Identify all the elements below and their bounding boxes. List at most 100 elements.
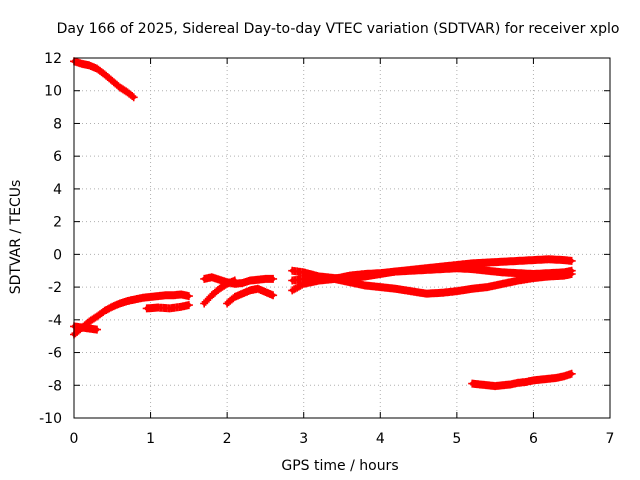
data-point bbox=[125, 90, 130, 95]
data-point bbox=[538, 377, 544, 382]
data-point bbox=[110, 304, 115, 309]
data-point bbox=[500, 270, 505, 275]
data-point bbox=[202, 301, 207, 306]
y-tick-label: -4 bbox=[48, 313, 62, 329]
y-tick-label: 2 bbox=[53, 215, 62, 231]
data-point bbox=[531, 378, 536, 383]
y-tick-label: -6 bbox=[48, 346, 62, 362]
axis-ticks bbox=[73, 57, 611, 419]
data-point bbox=[515, 278, 521, 283]
data-point bbox=[217, 286, 222, 291]
data-point bbox=[131, 95, 136, 100]
data-point bbox=[569, 258, 574, 264]
y-tick-label: -2 bbox=[48, 280, 62, 296]
data-point bbox=[224, 301, 230, 306]
data-point bbox=[133, 297, 138, 302]
data-point bbox=[477, 382, 482, 387]
data-point bbox=[290, 288, 295, 293]
plot-frame bbox=[73, 57, 611, 419]
data-point bbox=[255, 277, 260, 282]
data-point bbox=[485, 383, 490, 388]
data-point bbox=[247, 278, 253, 283]
data-point bbox=[531, 271, 536, 277]
data-point bbox=[179, 292, 184, 297]
y-tick-label: 12 bbox=[44, 51, 62, 67]
plus-markers bbox=[223, 284, 278, 308]
x-tick-label: 5 bbox=[452, 431, 461, 447]
data-point bbox=[378, 284, 383, 290]
data-point bbox=[94, 314, 100, 319]
data-point bbox=[117, 85, 123, 90]
data-point bbox=[485, 284, 490, 290]
y-tick-label: 10 bbox=[44, 84, 62, 100]
data-point bbox=[224, 281, 230, 286]
data-point bbox=[316, 277, 322, 282]
data-point bbox=[290, 268, 295, 273]
data-point bbox=[561, 374, 567, 379]
data-point bbox=[362, 283, 368, 288]
series-segment-1 bbox=[70, 57, 138, 102]
data-point bbox=[347, 273, 352, 278]
data-point bbox=[156, 293, 161, 299]
x-tick-label: 3 bbox=[299, 431, 308, 447]
data-point bbox=[171, 293, 176, 298]
data-point bbox=[240, 291, 245, 296]
data-point bbox=[232, 294, 237, 300]
data-point bbox=[186, 293, 192, 299]
data-point bbox=[240, 280, 245, 286]
data-point bbox=[144, 306, 149, 311]
data-point bbox=[454, 266, 460, 271]
data-point bbox=[470, 266, 475, 272]
data-point bbox=[561, 257, 567, 263]
data-point bbox=[569, 268, 574, 273]
data-point bbox=[500, 259, 505, 264]
data-point bbox=[79, 61, 84, 66]
series-segment-11 bbox=[468, 369, 576, 391]
data-point bbox=[110, 78, 115, 84]
data-point bbox=[263, 289, 268, 295]
x-tick-label: 2 bbox=[223, 431, 232, 447]
series-segment-10 bbox=[288, 264, 576, 285]
data-point bbox=[140, 295, 146, 300]
data-point bbox=[247, 288, 253, 293]
data-point bbox=[439, 266, 444, 272]
data-point bbox=[500, 281, 505, 286]
data-point bbox=[531, 257, 536, 263]
data-point bbox=[301, 270, 306, 275]
data-point bbox=[94, 327, 100, 332]
x-axis-label: GPS time / hours bbox=[281, 458, 398, 474]
data-point bbox=[470, 286, 475, 291]
data-point bbox=[546, 257, 551, 262]
data-point bbox=[485, 268, 490, 273]
data-point bbox=[508, 382, 513, 387]
data-point bbox=[408, 268, 414, 273]
data-point bbox=[148, 294, 153, 300]
data-point bbox=[470, 381, 475, 386]
data-point bbox=[439, 290, 444, 295]
y-axis-label: SDTVAR / TECUs bbox=[8, 180, 24, 295]
data-point bbox=[408, 289, 414, 294]
data-point bbox=[209, 275, 214, 280]
data-point bbox=[454, 289, 460, 294]
series-segment-4 bbox=[142, 301, 193, 313]
y-tick-label: 8 bbox=[53, 116, 62, 132]
data-point bbox=[554, 375, 559, 381]
data-point bbox=[156, 305, 161, 310]
series-segment-7 bbox=[223, 284, 278, 308]
y-tick-label: -8 bbox=[48, 378, 62, 394]
x-tick-label: 1 bbox=[146, 431, 155, 447]
data-point bbox=[523, 379, 528, 385]
data-point bbox=[217, 277, 222, 282]
data-point bbox=[94, 66, 100, 71]
data-point bbox=[263, 276, 268, 282]
data-point bbox=[255, 286, 260, 291]
y-tick-label: 0 bbox=[53, 247, 62, 263]
data-point bbox=[102, 72, 107, 77]
y-tick-label: 4 bbox=[53, 182, 62, 198]
data-point bbox=[470, 261, 475, 266]
series-segment-6 bbox=[200, 276, 239, 308]
data-point bbox=[202, 276, 207, 282]
data-point bbox=[87, 319, 92, 324]
data-point bbox=[500, 383, 505, 388]
